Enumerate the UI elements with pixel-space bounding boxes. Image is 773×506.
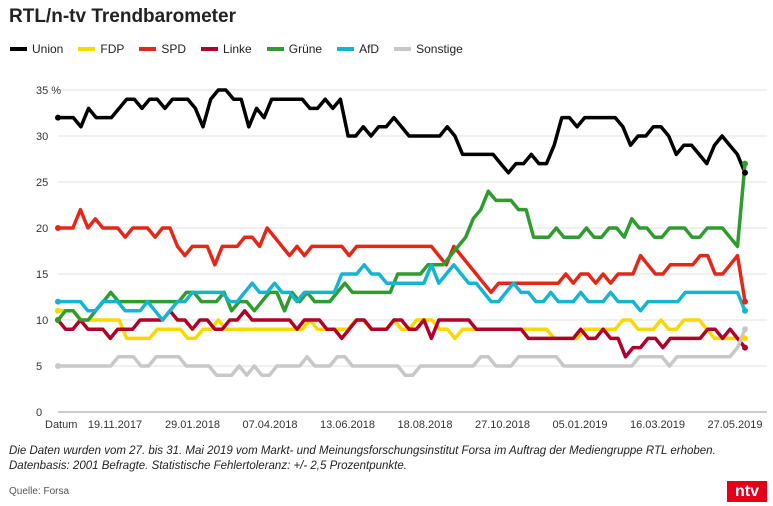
x-tick-label: 05.01.2019 [552, 419, 607, 431]
legend-item-6: AfD [337, 42, 379, 56]
footnote: Die Daten wurden vom 27. bis 31. Mai 201… [9, 444, 769, 474]
legend-swatch [78, 47, 96, 51]
x-tick-label: 16.03.2019 [630, 419, 685, 431]
series-line-grüne [56, 161, 747, 322]
footnote-line-1: Die Daten wurden vom 27. bis 31. Mai 201… [9, 445, 716, 457]
x-tick-label: 19.11.2017 [88, 419, 142, 431]
series-marker [742, 326, 748, 333]
legend-item-2: FDP [78, 42, 124, 56]
chart-title: RTL/n-tv Trendbarometer [9, 6, 236, 27]
legend-item-3: SPD [139, 42, 186, 56]
legend-swatch [394, 47, 412, 51]
x-tick-label: 18.08.2018 [397, 419, 452, 431]
legend-item-1: Union [10, 42, 63, 56]
y-tick-label: 35 % [36, 85, 61, 97]
legend-label: SPD [161, 42, 187, 56]
series-marker [55, 363, 61, 369]
series-line-afd [56, 263, 747, 322]
series-marker [742, 160, 748, 167]
series-line-spd [56, 207, 747, 304]
y-tick-label: 5 [36, 361, 42, 373]
legend-label: Sonstige [416, 42, 463, 56]
footnote-line-2: Datenbasis: 2001 Befragte. Statistische … [9, 460, 407, 472]
series-marker [55, 298, 61, 305]
y-tick-label: 0 [36, 407, 42, 419]
y-tick-label: 20 [36, 223, 48, 235]
series-marker [742, 344, 748, 351]
y-tick-label: 25 [36, 177, 48, 189]
x-tick-label: 27.10.2018 [475, 419, 530, 431]
series-line-linke [56, 309, 747, 359]
chart-legend: Union FDP SPD Linke Grüne AfD Sonstige [10, 41, 478, 57]
x-tick-label: 07.04.2018 [242, 419, 297, 431]
x-tick-label: 27.05.2019 [707, 419, 762, 431]
legend-swatch [337, 47, 355, 51]
source-label: Quelle: Forsa [9, 486, 70, 497]
series-line-fdp [56, 309, 747, 341]
series-line-sonstige [56, 327, 747, 377]
legend-item-7: Sonstige [394, 42, 463, 56]
x-tick-label: 29.01.2018 [165, 419, 220, 431]
legend-swatch [139, 47, 157, 51]
x-axis-label: Datum [45, 419, 77, 431]
legend-swatch [266, 47, 284, 51]
series-line-union [56, 88, 747, 175]
series-marker [742, 169, 748, 176]
series-marker [742, 298, 748, 305]
legend-label: FDP [100, 42, 125, 56]
legend-item-5: Grüne [266, 42, 323, 56]
legend-swatch [201, 47, 219, 51]
legend-label: Linke [223, 42, 252, 56]
y-tick-label: 30 [36, 131, 48, 143]
x-tick-label: 13.06.2018 [320, 419, 375, 431]
series-marker [742, 307, 748, 314]
series-marker [55, 114, 61, 121]
series-marker [55, 307, 61, 314]
legend-swatch [10, 47, 27, 51]
legend-item-4: Linke [201, 42, 252, 56]
series-marker [55, 317, 61, 323]
ntv-logo: ntv [727, 481, 767, 502]
series-marker [55, 225, 61, 231]
legend-label: Grüne [288, 42, 323, 56]
legend-label: AfD [359, 42, 380, 56]
legend-label: Union [32, 42, 64, 56]
y-tick-label: 15 [36, 269, 48, 281]
y-tick-label: 10 [36, 315, 48, 327]
series-marker [742, 335, 748, 342]
